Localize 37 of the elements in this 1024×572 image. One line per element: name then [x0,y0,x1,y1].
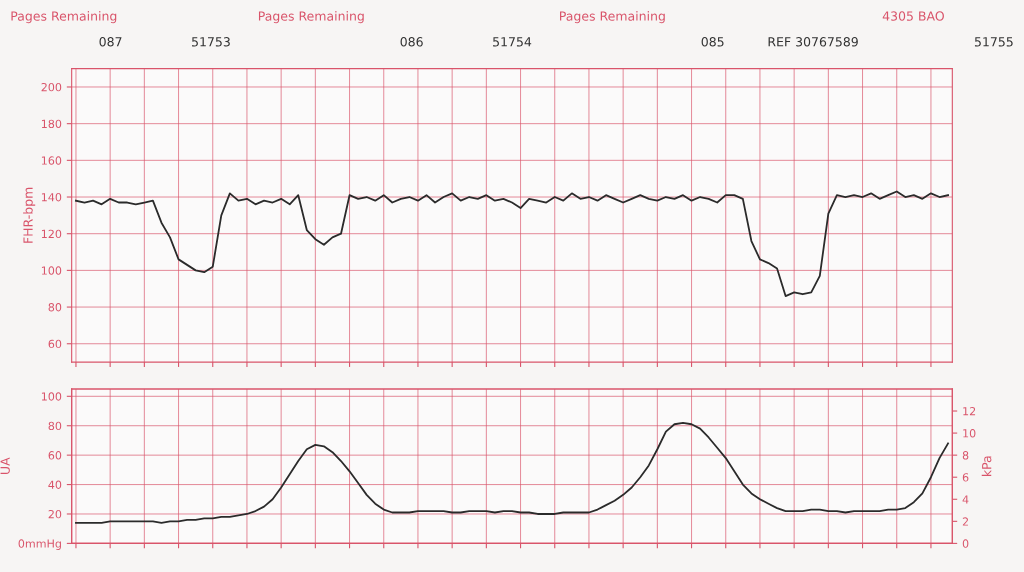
text: 087 [99,37,122,47]
y-tick-label: 80 [48,303,62,312]
text: REF 30767589 [768,37,858,47]
y-tick-label: 20 [48,509,62,519]
y-tick-label: 200 [41,82,62,92]
y-tick-label: 140 [41,193,62,202]
y-tick-label: 160 [41,156,62,165]
y-tick-label: 80 [48,421,62,431]
y2-tick-label: 8 [962,451,969,460]
line-series [75,421,949,524]
y-tick-label: 60 [48,451,62,460]
y-tick-label: 40 [48,480,62,489]
y-tick-label: 180 [41,119,62,129]
y-axis-title: FHR-bpm [23,187,36,243]
y-tick-label: 60 [48,339,62,349]
y2-tick-label: 6 [962,473,969,482]
line-series [75,190,949,297]
y-tick-label: 100 [41,392,62,401]
text: 51754 [493,37,532,47]
y-tick-label: 100 [41,266,62,275]
y-tick-label: 0mmHg [18,539,61,550]
text: 51753 [192,37,230,47]
text: Pages Remaining [258,11,364,24]
y2-tick-label: 10 [963,429,976,438]
text: 4305 BAO [882,11,944,21]
text: 086 [400,37,423,47]
text: Pages Remaining [11,11,117,24]
y2-axis-title: kPa [981,456,992,476]
y2-tick-label: 12 [963,406,976,416]
y-axis-title: UA [0,457,10,474]
text: 51755 [974,37,1013,47]
y2-tick-label: 0 [962,539,969,548]
y2-tick-label: 4 [962,495,969,504]
text: Pages Remaining [560,11,665,24]
y2-tick-label: 2 [962,517,968,526]
text: 085 [701,37,724,47]
y-tick-label: 120 [41,229,62,239]
